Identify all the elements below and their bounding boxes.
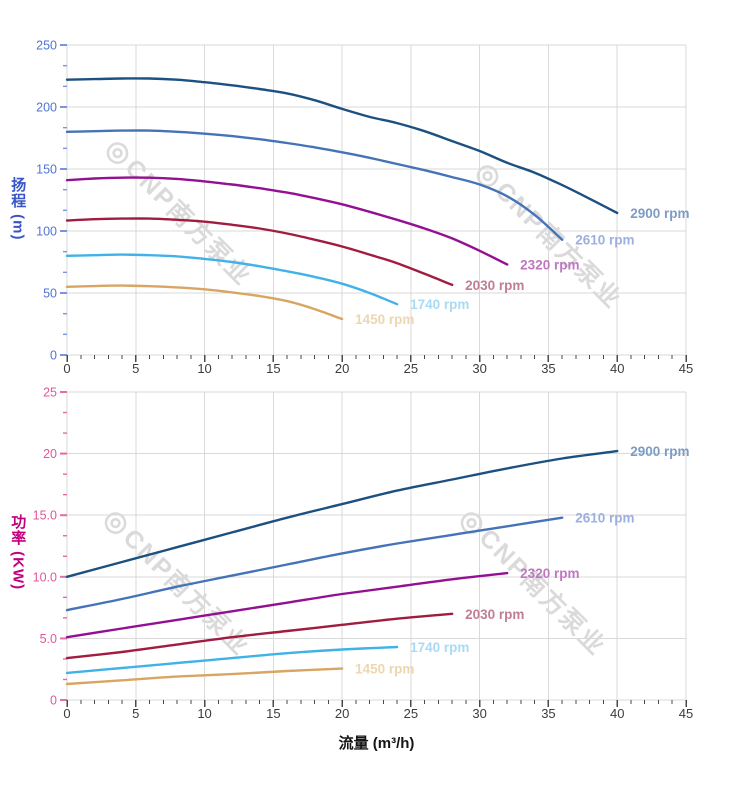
head-series-2900-rpm xyxy=(65,77,619,215)
head-ytick-label: 0 xyxy=(50,349,57,363)
power-ytick-label: 10.0 xyxy=(33,570,57,584)
power-xtick-label: 5 xyxy=(132,706,139,721)
head-xtick-label: 40 xyxy=(610,361,624,376)
power-series-label-1450-rpm: 1450 rpm xyxy=(355,662,414,677)
head-ytick-label: 250 xyxy=(36,39,57,53)
head-series-label-2900-rpm: 2900 rpm xyxy=(630,206,689,221)
head-ytick-label: 200 xyxy=(36,101,57,115)
power-ytick-label: 20 xyxy=(43,447,57,461)
power-series-label-2030-rpm: 2030 rpm xyxy=(465,607,524,622)
power-xtick-label: 15 xyxy=(266,706,280,721)
head-series-label-2030-rpm: 2030 rpm xyxy=(465,278,524,293)
head-series-1450-rpm xyxy=(65,284,344,321)
head-series-2320-rpm xyxy=(65,176,509,266)
head-series-2030-rpm xyxy=(65,217,454,287)
power-series-label-2320-rpm: 2320 rpm xyxy=(520,566,579,581)
power-xtick-label: 45 xyxy=(679,706,693,721)
power-ytick-label: 25 xyxy=(43,386,57,400)
power-series-1740-rpm xyxy=(65,645,399,675)
head-xtick-label: 10 xyxy=(197,361,211,376)
head-xtick-label: 0 xyxy=(63,361,70,376)
power-series-2610-rpm xyxy=(65,516,564,612)
flow-axis-title: 流量 (m³/h) xyxy=(338,735,415,752)
power-xtick-label: 25 xyxy=(404,706,418,721)
head-series-label-1450-rpm: 1450 rpm xyxy=(355,312,414,327)
head-ytick-label: 100 xyxy=(36,225,57,239)
power-xtick-label: 40 xyxy=(610,706,624,721)
power-series-2320-rpm xyxy=(65,571,509,639)
power-ytick-label: 5.0 xyxy=(40,632,57,646)
power-series-label-2610-rpm: 2610 rpm xyxy=(575,511,634,526)
power-xtick-label: 20 xyxy=(335,706,349,721)
head-xtick-label: 35 xyxy=(541,361,555,376)
head-xtick-label: 30 xyxy=(472,361,486,376)
power-series-1450-rpm xyxy=(65,667,344,686)
power-ytick-label: 15.0 xyxy=(33,509,57,523)
head-series-2610-rpm xyxy=(65,129,564,241)
head-xtick-label: 20 xyxy=(335,361,349,376)
head-ytick-label: 50 xyxy=(43,287,57,301)
head-xtick-label: 15 xyxy=(266,361,280,376)
power-xtick-label: 0 xyxy=(63,706,70,721)
head-xtick-label: 5 xyxy=(132,361,139,376)
head-axis-title: 扬程 (m) xyxy=(9,177,27,241)
power-xtick-label: 35 xyxy=(541,706,555,721)
power-series-label-2900-rpm: 2900 rpm xyxy=(630,444,689,459)
head-series-1740-rpm xyxy=(65,253,399,306)
power-ytick-label: 0 xyxy=(50,694,57,708)
power-xtick-label: 10 xyxy=(197,706,211,721)
head-series-label-2320-rpm: 2320 rpm xyxy=(520,257,579,272)
head-xtick-label: 25 xyxy=(404,361,418,376)
head-xtick-label: 45 xyxy=(679,361,693,376)
power-xtick-label: 30 xyxy=(472,706,486,721)
head-series-label-1740-rpm: 1740 rpm xyxy=(410,297,469,312)
power-series-2900-rpm xyxy=(65,449,619,578)
power-series-2030-rpm xyxy=(65,612,454,660)
power-series-label-1740-rpm: 1740 rpm xyxy=(410,640,469,655)
head-ytick-label: 150 xyxy=(36,163,57,177)
head-series-label-2610-rpm: 2610 rpm xyxy=(575,233,634,248)
power-axis-title: 功率 (KW) xyxy=(9,514,27,591)
